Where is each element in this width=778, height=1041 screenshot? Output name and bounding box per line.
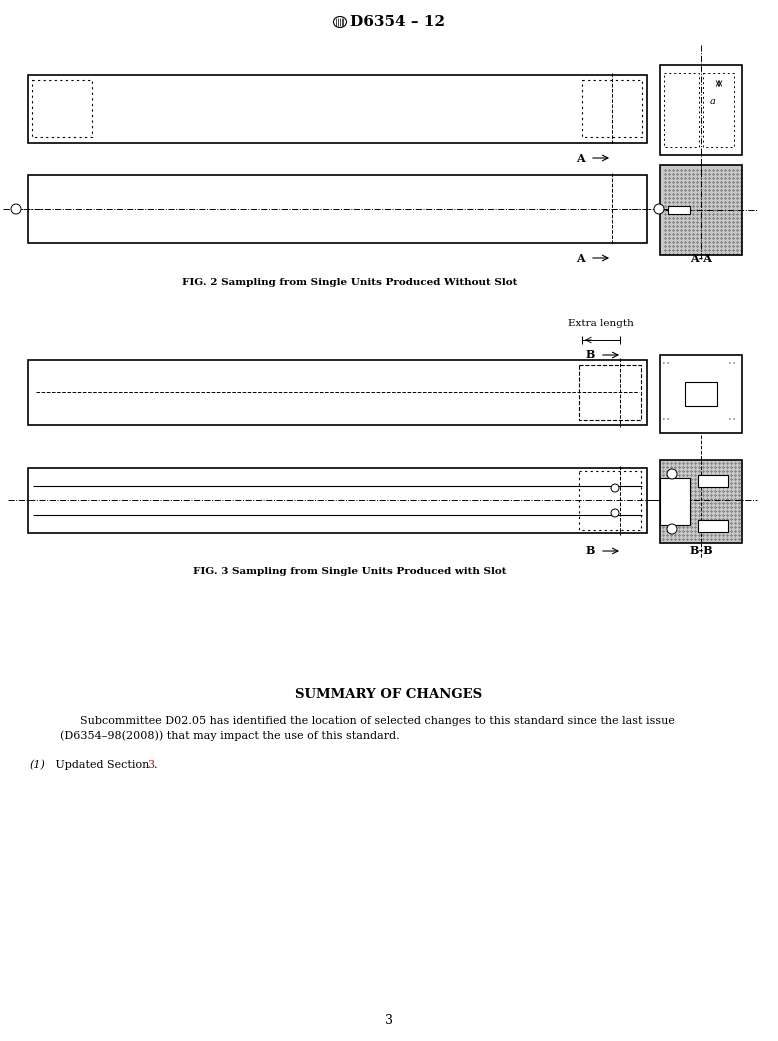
Bar <box>28 75 647 143</box>
Text: ' ': ' ' <box>729 362 735 369</box>
Text: .: . <box>154 760 157 770</box>
Text: a: a <box>710 98 716 106</box>
Circle shape <box>654 204 664 214</box>
Circle shape <box>11 204 21 214</box>
Bar <box>660 460 742 543</box>
Bar <box>660 478 690 525</box>
Text: 3: 3 <box>385 1014 393 1026</box>
Bar <box>668 206 690 214</box>
Text: B: B <box>586 545 595 557</box>
Text: Subcommittee D02.05 has identified the location of selected changes to this stan: Subcommittee D02.05 has identified the l… <box>80 716 675 726</box>
Text: ' ': ' ' <box>729 418 735 424</box>
Bar <box>660 355 742 433</box>
Bar <box>698 520 728 532</box>
Bar <box>698 475 728 487</box>
Circle shape <box>667 524 677 534</box>
Bar <box>660 65 742 155</box>
Bar <box>28 175 647 243</box>
Text: A: A <box>576 152 585 163</box>
Bar <box>660 166 742 255</box>
Ellipse shape <box>334 17 346 27</box>
Text: FIG. 2 Sampling from Single Units Produced Without Slot: FIG. 2 Sampling from Single Units Produc… <box>182 278 517 287</box>
Text: B-B: B-B <box>689 545 713 557</box>
Text: D6354 – 12: D6354 – 12 <box>350 15 445 29</box>
Text: B: B <box>586 350 595 360</box>
Text: 3: 3 <box>147 760 154 770</box>
Text: A: A <box>576 253 585 263</box>
Text: (D6354–98(2008)) that may impact the use of this standard.: (D6354–98(2008)) that may impact the use… <box>60 730 400 740</box>
Text: Updated Section: Updated Section <box>52 760 152 770</box>
Bar <box>28 468 647 533</box>
Text: FIG. 3 Sampling from Single Units Produced with Slot: FIG. 3 Sampling from Single Units Produc… <box>193 567 506 576</box>
Text: Extra length: Extra length <box>568 319 634 328</box>
Bar <box>28 360 647 425</box>
Text: SUMMARY OF CHANGES: SUMMARY OF CHANGES <box>296 688 482 701</box>
Circle shape <box>611 509 619 517</box>
Circle shape <box>667 469 677 479</box>
Circle shape <box>611 484 619 492</box>
Text: ' ': ' ' <box>663 418 669 424</box>
Text: A-A: A-A <box>690 253 712 263</box>
Text: (1): (1) <box>30 760 46 770</box>
Text: ' ': ' ' <box>663 362 669 369</box>
Bar <box>685 382 717 406</box>
